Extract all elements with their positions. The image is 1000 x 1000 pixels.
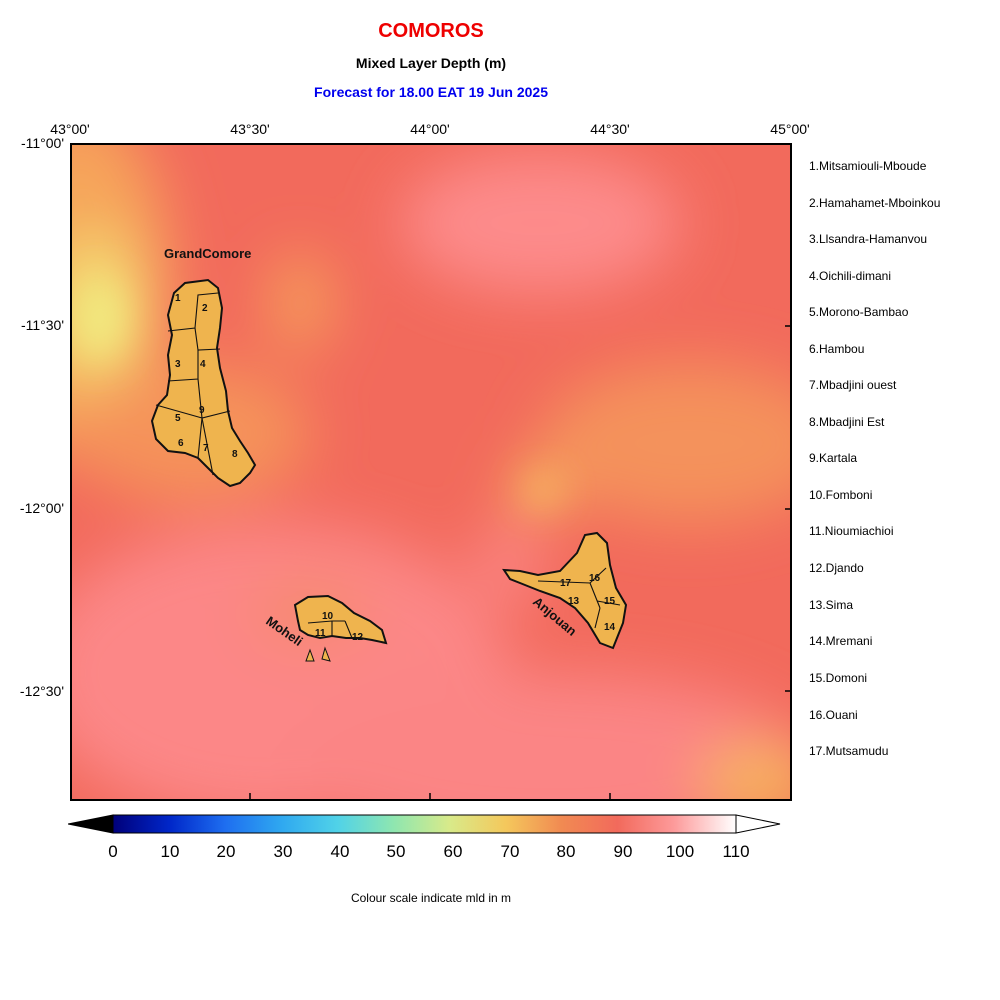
colorbar-gradient xyxy=(112,814,737,834)
colorbar-caption: Colour scale indicate mld in m xyxy=(350,891,512,905)
legend-item: 14.Mremani xyxy=(809,634,873,648)
district-number: 14 xyxy=(604,622,616,633)
district-number: 6 xyxy=(178,438,184,449)
lon-tick-label: 43°30' xyxy=(230,121,270,137)
legend-item: 17.Mutsamudu xyxy=(809,744,889,758)
mld-field xyxy=(70,143,792,801)
legend-item: 10.Fomboni xyxy=(809,488,873,502)
legend-item: 12.Djando xyxy=(809,561,864,575)
colorbar-tick-label: 60 xyxy=(443,842,463,861)
district-number: 15 xyxy=(604,596,616,607)
legend-item: 11.Nioumiachioi xyxy=(809,524,894,538)
colorbar-tick-label: 90 xyxy=(613,842,633,861)
lat-tick-label: -12°30' xyxy=(19,683,64,699)
anjouan-island xyxy=(502,531,628,650)
colorbar-tick-label: 100 xyxy=(665,842,695,861)
district-number: 10 xyxy=(322,611,334,622)
lon-tick-label: 43°00' xyxy=(50,121,90,137)
lon-tick-label: 44°30' xyxy=(590,121,630,137)
legend-item: 4.Oichili-dimani xyxy=(809,269,892,283)
colorbar-tick-label: 20 xyxy=(216,842,236,861)
colorbar-tick-label: 10 xyxy=(160,842,180,861)
legend-item: 5.Morono-Bambao xyxy=(809,305,909,319)
legend-item: 13.Sima xyxy=(809,598,854,612)
legend-item: 16.Ouani xyxy=(809,708,858,722)
district-number: 12 xyxy=(352,632,364,643)
district-number: 4 xyxy=(200,359,206,370)
legend-item: 3.Llsandra-Hamanvou xyxy=(809,232,928,246)
district-number: 17 xyxy=(560,578,572,589)
lon-tick-label: 44°00' xyxy=(410,121,450,137)
mld-map: GrandComore Moheli Anjouan 1 2 3 4 5 6 7… xyxy=(70,143,792,801)
legend-item: 2.Hamahamet-Mboinkou xyxy=(809,196,941,210)
map-ticks xyxy=(249,325,792,801)
lat-tick-label: -11°30' xyxy=(20,317,64,333)
colorbar-tick-label: 40 xyxy=(330,842,350,861)
colorbar xyxy=(68,814,781,834)
district-number: 5 xyxy=(175,413,181,424)
colorbar-tick-label: 30 xyxy=(273,842,293,861)
forecast-time: Forecast for 18.00 EAT 19 Jun 2025 xyxy=(314,84,548,100)
colorbar-tick-label: 110 xyxy=(722,842,750,861)
lon-tick-label: 45°00' xyxy=(770,121,810,137)
island-label-grand-comore: GrandComore xyxy=(164,246,251,261)
map-frame xyxy=(70,143,792,801)
colorbar-high-arrow xyxy=(735,814,781,834)
colorbar-low-arrow xyxy=(68,814,114,834)
district-number: 16 xyxy=(589,573,601,584)
legend-item: 8.Mbadjini Est xyxy=(809,415,885,429)
district-number: 7 xyxy=(203,443,209,454)
grand-comore-island xyxy=(150,278,257,488)
district-number: 9 xyxy=(199,405,205,416)
colorbar-tick-label: 80 xyxy=(556,842,576,861)
colorbar-tick-label: 70 xyxy=(500,842,520,861)
district-number: 13 xyxy=(568,596,580,607)
district-numbers: 1 2 3 4 5 6 7 8 9 10 11 12 13 14 15 16 1… xyxy=(175,293,616,643)
colorbar-tick-label: 0 xyxy=(108,842,118,861)
lat-tick-label: -11°00' xyxy=(20,135,64,151)
district-number: 11 xyxy=(315,628,326,639)
map-subtitle: Mixed Layer Depth (m) xyxy=(355,55,507,71)
district-number: 2 xyxy=(202,303,208,314)
district-number: 3 xyxy=(175,359,181,370)
district-number: 8 xyxy=(232,449,238,460)
district-number: 1 xyxy=(175,293,181,304)
legend-item: 6.Hambou xyxy=(809,342,865,356)
legend-item: 1.Mitsamiouli-Mboude xyxy=(809,159,927,173)
moheli-island xyxy=(293,594,388,662)
map-title: COMOROS xyxy=(378,20,484,42)
colorbar-tick-label: 50 xyxy=(386,842,406,861)
legend-item: 9.Kartala xyxy=(809,451,858,465)
legend-item: 7.Mbadjini ouest xyxy=(809,378,897,392)
lat-tick-label: -12°00' xyxy=(19,500,64,516)
legend-item: 15.Domoni xyxy=(809,671,868,685)
